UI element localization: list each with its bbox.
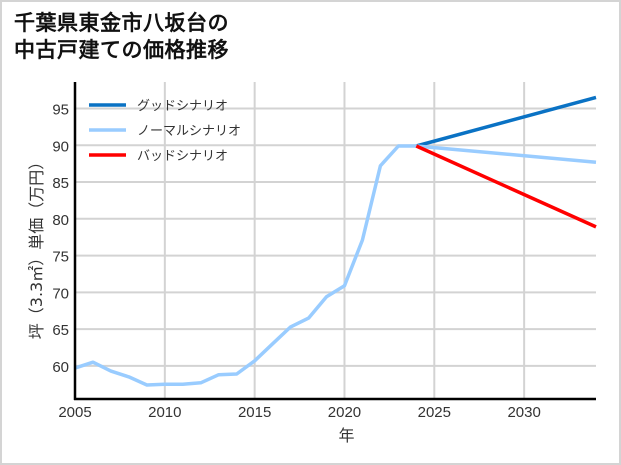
legend-label: グッドシナリオ <box>137 99 228 114</box>
x-tick-label: 2015 <box>238 404 271 421</box>
series-line <box>415 144 597 229</box>
y-tick-label: 90 <box>52 138 69 155</box>
x-tick-label: 2005 <box>58 404 91 421</box>
x-axis-label: 年 <box>338 426 354 445</box>
y-axis-label: 坪（3.3㎡）単価（万円） <box>27 154 46 339</box>
y-tick-label: 65 <box>52 322 69 339</box>
legend-label: ノーマルシナリオ <box>137 124 241 139</box>
x-tick-label: 2010 <box>148 404 181 421</box>
chart-title: 千葉県東金市八坂台の 中古戸建ての価格推移 <box>14 10 229 64</box>
x-tick-label: 2020 <box>328 404 361 421</box>
chart-title-line2: 中古戸建ての価格推移 <box>14 38 229 62</box>
series-line <box>415 95 597 148</box>
y-tick-label: 75 <box>52 249 69 266</box>
series-line <box>74 144 597 387</box>
legend-label: バッドシナリオ <box>137 149 228 164</box>
y-tick-label: 95 <box>52 101 69 118</box>
y-tick-label: 80 <box>52 212 69 229</box>
x-tick-label: 2025 <box>418 404 451 421</box>
y-tick-label: 85 <box>52 175 69 192</box>
y-tick-label: 70 <box>52 285 69 302</box>
y-tick-label: 60 <box>52 359 69 376</box>
x-tick-label: 2030 <box>507 404 540 421</box>
chart-title-line1: 千葉県東金市八坂台の <box>14 11 229 35</box>
